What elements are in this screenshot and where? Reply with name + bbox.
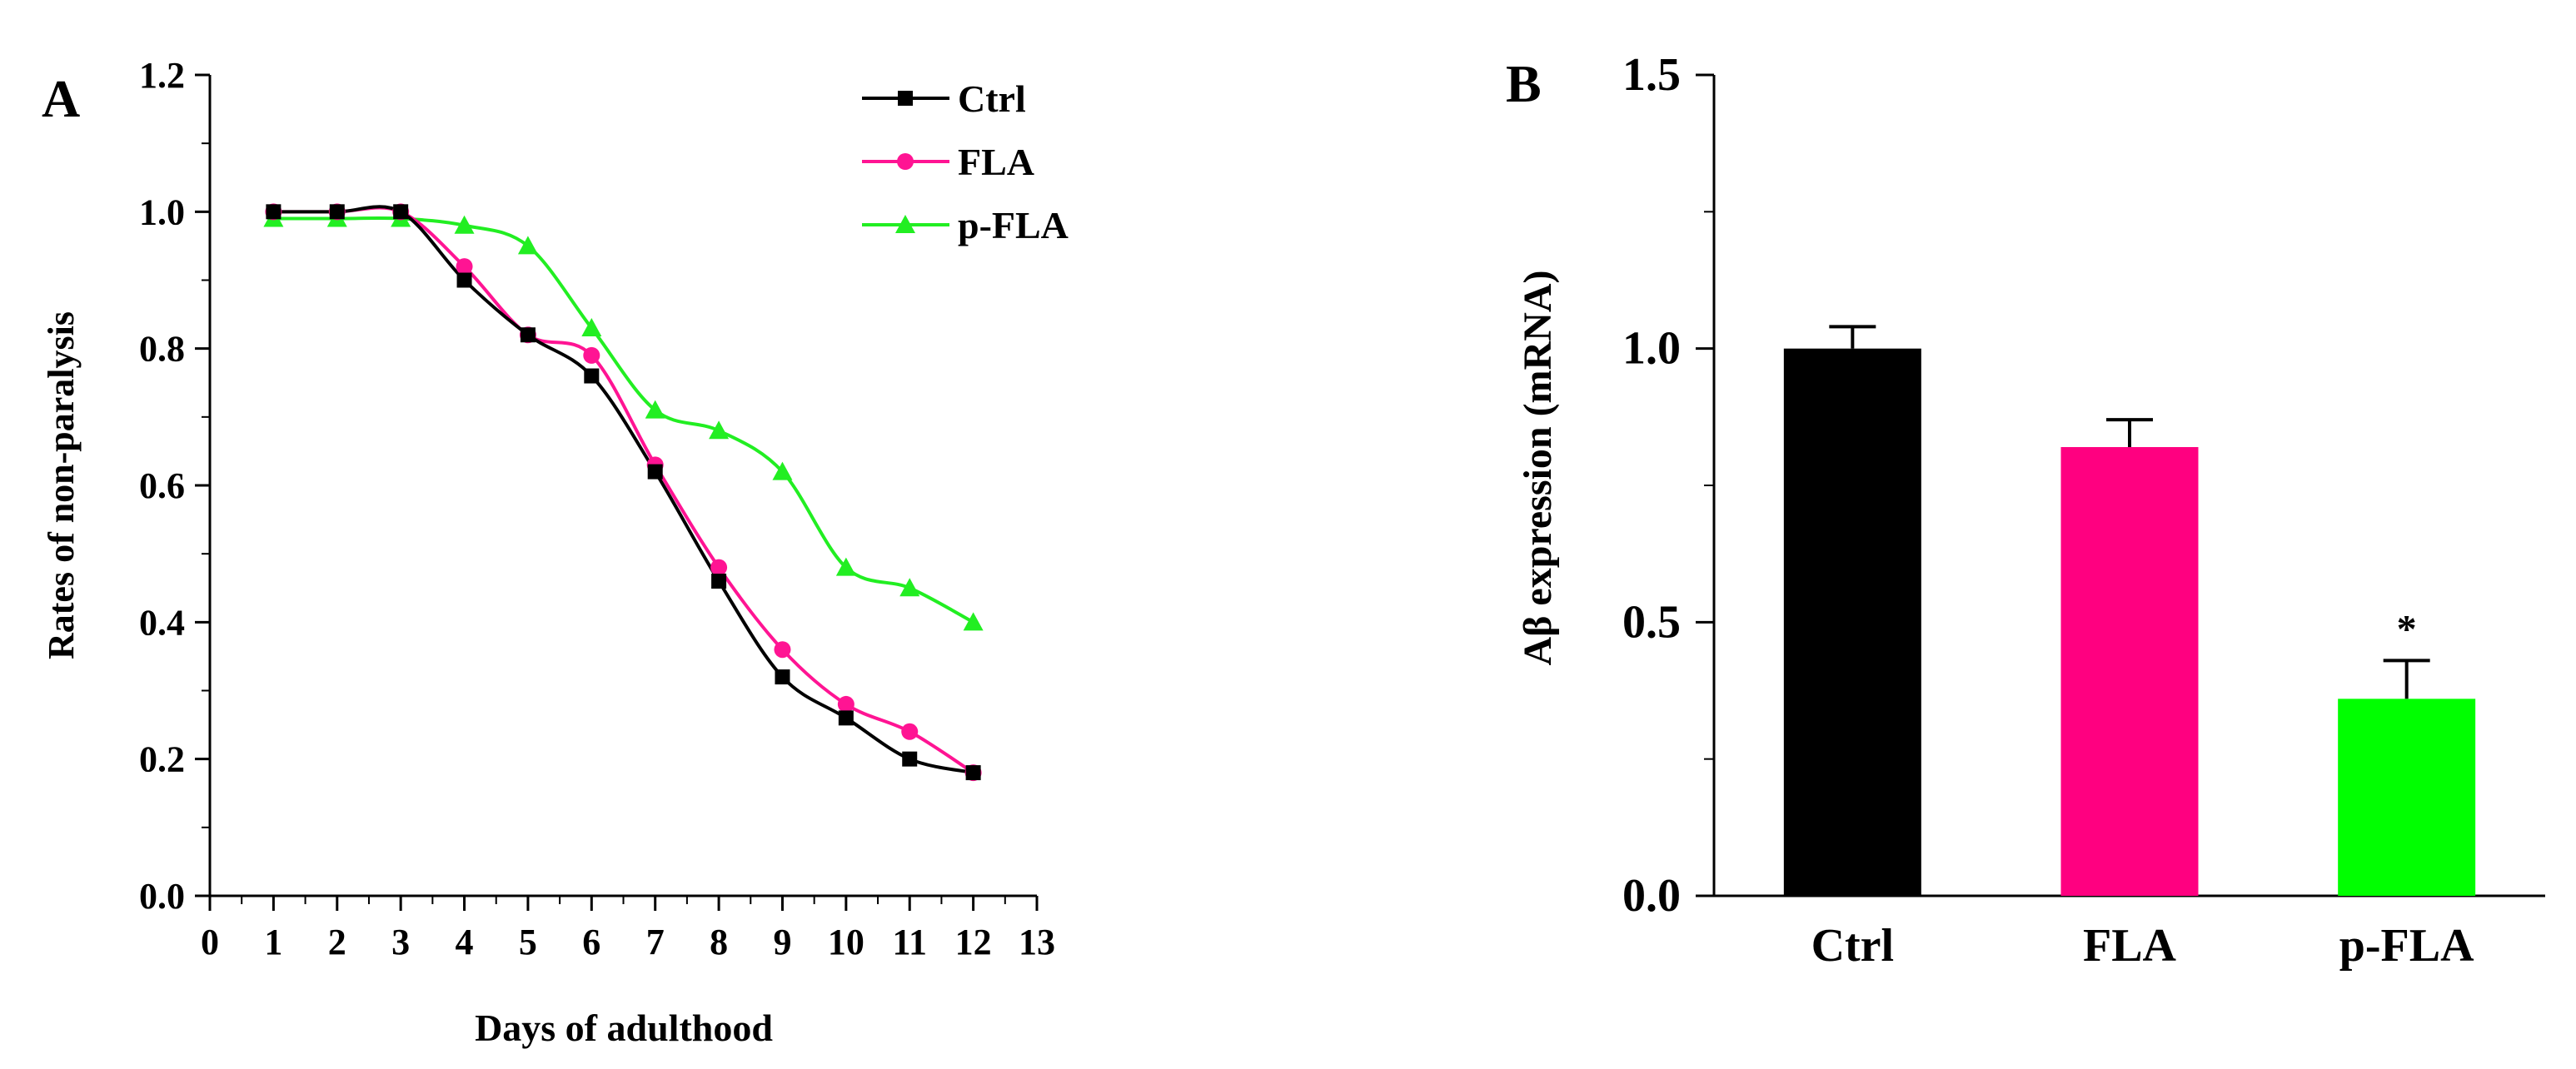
y-tick-label: 0.4 — [139, 602, 185, 643]
data-point-ctrl — [456, 272, 472, 288]
legend-marker-fla — [897, 153, 914, 170]
x-tick-label: 11 — [892, 922, 927, 962]
data-point-ctrl — [266, 204, 282, 220]
data-point-p-fla — [517, 236, 538, 255]
legend-label-p-fla: p-FLA — [958, 204, 1069, 246]
data-point-fla — [583, 346, 600, 364]
panel-b: B Aβ expression (mRNA) 0.0 0.5 1.0 1.5 * Ct… — [1506, 49, 2545, 972]
data-point-fla — [774, 641, 791, 659]
x-tick-label: 6 — [582, 922, 600, 962]
y-tick-label: 0.6 — [139, 465, 185, 506]
panel-a-x-ticks: 0 1 2 3 4 5 6 7 8 9 10 11 12 13 — [201, 896, 1055, 962]
legend-marker-p-fla — [895, 215, 915, 233]
series-line-ctrl — [273, 205, 974, 775]
data-point-ctrl — [965, 765, 981, 781]
legend-marker-ctrl — [898, 91, 913, 106]
x-tick-label: 7 — [646, 922, 665, 962]
x-tick-label: 0 — [201, 922, 219, 962]
significance-marker-p-fla: * — [2397, 607, 2417, 651]
panel-a: A Rates of non-paralysis Days of adultho… — [41, 55, 1069, 1049]
data-point-ctrl — [711, 574, 727, 589]
panel-a-legend: Ctrl FLA p-FLA — [862, 77, 1069, 246]
data-point-ctrl — [329, 204, 345, 220]
data-point-fla — [710, 559, 728, 576]
panel-b-y-ticks: 0.0 0.5 1.0 1.5 — [1622, 49, 1714, 922]
x-tick-label-ctrl: Ctrl — [1811, 920, 1895, 972]
data-point-p-fla — [645, 400, 665, 419]
data-point-ctrl — [393, 204, 409, 220]
data-point-p-fla — [963, 612, 984, 631]
data-point-p-fla — [454, 215, 475, 234]
panel-b-y-label: Aβ expression (mRNA) — [1516, 270, 1560, 665]
x-tick-label: 8 — [710, 922, 728, 962]
data-point-ctrl — [647, 464, 663, 480]
y-tick-label: 1.0 — [1622, 323, 1681, 375]
y-tick-label: 0.0 — [1622, 870, 1681, 922]
x-tick-label-p-fla: p-FLA — [2339, 920, 2474, 972]
data-point-p-fla — [835, 557, 856, 576]
y-tick-label: 0.5 — [1622, 596, 1681, 648]
panel-b-bars: * — [1783, 325, 2476, 897]
panel-b-letter: B — [1506, 54, 1542, 113]
y-tick-label: 1.0 — [139, 191, 185, 232]
data-point-ctrl — [775, 669, 790, 685]
panel-a-y-ticks: 0.0 0.2 0.4 0.6 0.8 1.0 1.2 — [139, 55, 210, 917]
panel-a-letter: A — [42, 69, 80, 128]
data-point-p-fla — [899, 578, 920, 597]
y-tick-label: 1.5 — [1622, 49, 1681, 101]
data-point-p-fla — [709, 420, 730, 440]
data-point-ctrl — [584, 368, 600, 384]
data-point-ctrl — [902, 751, 918, 767]
x-tick-label: 5 — [519, 922, 537, 962]
panel-a-series-lines — [273, 205, 974, 775]
x-tick-label: 3 — [391, 922, 410, 962]
bar-p-fla — [2338, 699, 2476, 896]
data-point-fla — [901, 723, 919, 740]
y-tick-label: 0.0 — [139, 876, 185, 917]
bar-fla — [2060, 446, 2199, 896]
x-tick-label-fla: FLA — [2083, 920, 2177, 972]
x-tick-label: 2 — [328, 922, 346, 962]
data-point-fla — [837, 695, 855, 713]
data-point-ctrl — [520, 327, 536, 343]
data-point-p-fla — [772, 461, 793, 480]
x-tick-label: 13 — [1019, 922, 1055, 962]
series-line-fla — [273, 206, 974, 774]
bar-ctrl — [1783, 348, 1921, 897]
y-tick-label: 0.2 — [139, 739, 185, 780]
legend-label-fla: FLA — [958, 141, 1034, 183]
panel-a-series-markers — [263, 203, 984, 782]
panel-a-x-label: Days of adulthood — [475, 1007, 773, 1049]
x-tick-label: 1 — [264, 922, 282, 962]
y-tick-label: 0.8 — [139, 329, 185, 370]
legend-label-ctrl: Ctrl — [958, 77, 1026, 120]
x-tick-label: 4 — [456, 922, 474, 962]
data-point-fla — [456, 258, 473, 276]
y-tick-label: 1.2 — [139, 55, 185, 96]
data-point-ctrl — [838, 710, 854, 726]
data-point-p-fla — [581, 318, 602, 337]
panel-b-x-ticks: Ctrl FLA p-FLA — [1811, 920, 2475, 972]
x-tick-label: 12 — [955, 922, 992, 962]
x-tick-label: 10 — [828, 922, 864, 962]
panel-a-y-label: Rates of non-paralysis — [41, 311, 82, 659]
x-tick-label: 9 — [773, 922, 791, 962]
